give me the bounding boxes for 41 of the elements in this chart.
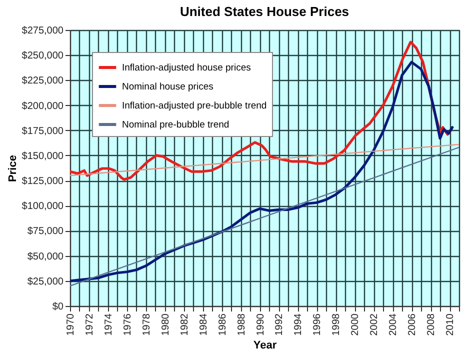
x-tick-label: 1996 [312, 313, 324, 336]
x-tick-label: 1980 [160, 313, 172, 336]
y-tick-label: $225,000 [22, 76, 64, 87]
x-tick-label: 2000 [350, 313, 362, 336]
y-tick-label: $200,000 [22, 100, 64, 112]
x-tick-label: 1990 [255, 313, 266, 336]
x-tick-label: 1982 [179, 313, 190, 336]
x-tick-label: 1992 [274, 313, 286, 336]
x-tick-label: 1972 [84, 313, 96, 336]
x-tick-label: 1986 [217, 313, 228, 336]
x-tick-label: 2006 [407, 313, 418, 336]
x-tick-label: 1998 [331, 313, 342, 336]
x-tick-label: 1976 [122, 313, 134, 336]
x-tick-label: 1974 [103, 313, 114, 336]
y-tick-label: $25,000 [27, 276, 64, 288]
y-tick-label: $250,000 [22, 50, 64, 62]
x-axis-title: Year [253, 340, 278, 352]
y-tick-label: $50,000 [27, 251, 64, 262]
y-tick-label: $0 [52, 302, 64, 312]
y-tick-label: $125,000 [22, 176, 64, 188]
y-tick-label: $275,000 [22, 26, 64, 36]
y-tick-label: $150,000 [22, 150, 64, 162]
legend-label: Inflation-adjusted house prices [122, 62, 252, 74]
y-axis-title: Price [6, 155, 19, 182]
x-tick-label: 2002 [369, 313, 380, 336]
x-tick-label: 2008 [426, 313, 438, 336]
x-tick-label: 1994 [293, 313, 304, 336]
x-tick-label: 1988 [236, 313, 248, 336]
line-series [70, 60, 454, 282]
x-tick-label: 1978 [141, 313, 152, 336]
legend-label: Inflation-adjusted pre-bubble trend [122, 100, 267, 112]
y-tick-label: $100,000 [22, 201, 64, 212]
x-tick-label: 1984 [198, 313, 210, 336]
x-tick-label: 1970 [66, 313, 76, 336]
y-tick-label: $175,000 [22, 126, 64, 137]
chart-title: United States House Prices [180, 4, 350, 19]
legend-label: Nominal pre-bubble trend [122, 120, 230, 130]
y-tick-label: $75,000 [27, 226, 64, 238]
x-tick-label: 2010 [445, 313, 456, 336]
legend-label: Nominal house prices [122, 82, 214, 92]
x-tick-label: 2004 [388, 313, 400, 336]
